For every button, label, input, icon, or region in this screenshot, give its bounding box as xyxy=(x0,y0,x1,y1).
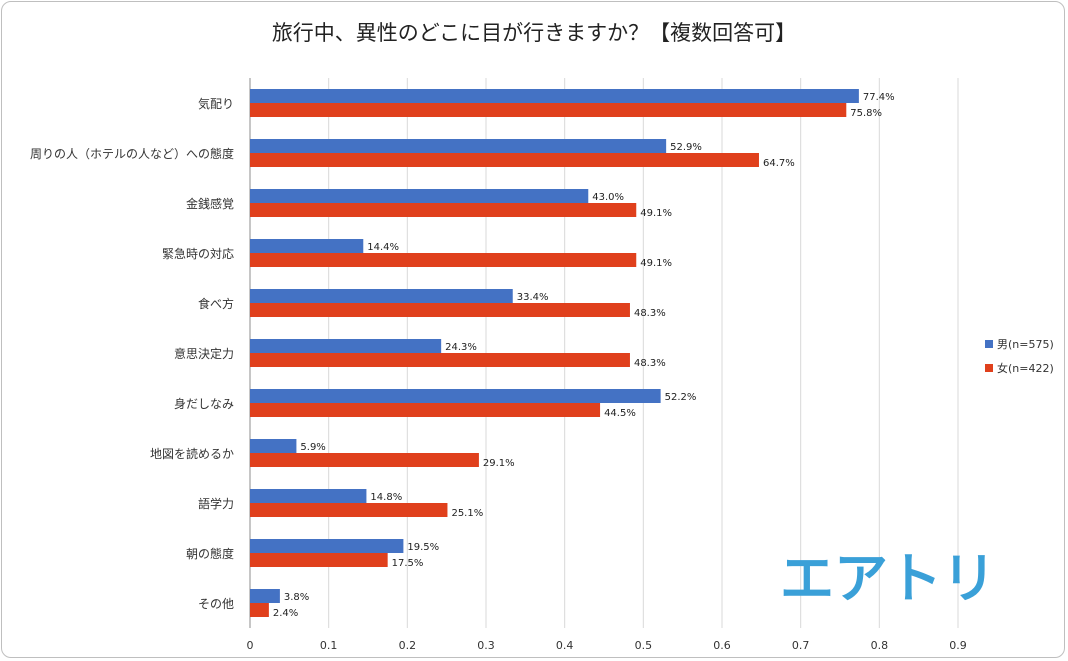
value-label: 2.4% xyxy=(273,608,298,619)
legend-label: 男(n=575) xyxy=(997,338,1054,351)
category-label: 食べ方 xyxy=(198,296,234,311)
category-label: 語学力 xyxy=(198,496,234,511)
value-label: 17.5% xyxy=(392,558,424,569)
category-label: 意思決定力 xyxy=(174,346,234,361)
bar-female xyxy=(250,403,601,417)
bar-female xyxy=(250,503,448,517)
x-tick-label: 0.4 xyxy=(556,639,574,652)
x-tick-label: 0.3 xyxy=(477,639,495,652)
value-label: 44.5% xyxy=(604,408,636,419)
value-label: 48.3% xyxy=(634,308,666,319)
value-labels: 77.4% 75.8% 52.9% 64.7% 43.0% 49.1% 14.4% 49.1%… xyxy=(273,92,895,619)
value-label: 48.3% xyxy=(634,358,666,369)
category-label: その他 xyxy=(198,597,234,611)
category-label: 朝の態度 xyxy=(186,546,234,561)
bar-female xyxy=(250,153,759,167)
value-label: 25.1% xyxy=(451,508,483,519)
bar-male xyxy=(250,189,589,203)
value-label: 75.8% xyxy=(850,108,882,119)
bars xyxy=(250,89,859,617)
category-label: 緊急時の対応 xyxy=(162,246,234,261)
value-label: 29.1% xyxy=(483,458,515,469)
value-label: 77.4% xyxy=(863,92,895,103)
bar-female xyxy=(250,453,479,467)
bar-female xyxy=(250,353,630,367)
value-label: 52.9% xyxy=(670,142,702,153)
value-label: 14.8% xyxy=(370,492,402,503)
x-tick-label: 0.8 xyxy=(871,639,889,652)
bar-male xyxy=(250,89,859,103)
value-label: 33.4% xyxy=(517,292,549,303)
value-label: 19.5% xyxy=(407,542,439,553)
bar-male xyxy=(250,489,367,503)
category-labels: 気配り周りの人（ホテルの人など）への態度金銭感覚緊急時の対応食べ方意思決定力身だ… xyxy=(30,96,234,611)
category-label: 地図を読めるか xyxy=(150,446,234,461)
bar-female xyxy=(250,253,637,267)
chart-title: 旅行中、異性のどこに目が行きますか？【複数回答可】 xyxy=(272,21,796,45)
value-label: 43.0% xyxy=(592,192,624,203)
x-tick-label: 0 xyxy=(247,639,254,652)
category-label: 周りの人（ホテルの人など）への態度 xyxy=(30,146,234,161)
bar-female xyxy=(250,303,630,317)
bar-male xyxy=(250,239,364,253)
bar-male xyxy=(250,339,442,353)
bar-female xyxy=(250,203,637,217)
value-label: 3.8% xyxy=(284,592,309,603)
value-label: 49.1% xyxy=(640,258,672,269)
brand-logo: エアトリ xyxy=(780,547,996,610)
legend: 男(n=575) 女(n=422) xyxy=(985,338,1054,375)
bar-male xyxy=(250,139,667,153)
bar-male xyxy=(250,589,280,603)
legend-swatch xyxy=(985,340,993,348)
legend-swatch xyxy=(985,364,993,372)
x-tick-labels: 0 0.1 0.2 0.3 0.4 0.5 0.6 0.7 0.8 0.9 xyxy=(247,639,967,652)
category-label: 金銭感覚 xyxy=(186,196,234,211)
x-tick-label: 0.5 xyxy=(635,639,653,652)
bar-male xyxy=(250,289,513,303)
value-label: 5.9% xyxy=(300,442,325,453)
x-tick-label: 0.6 xyxy=(713,639,731,652)
value-label: 49.1% xyxy=(640,208,672,219)
bar-male xyxy=(250,539,404,553)
logo-text: エアトリ xyxy=(780,547,996,610)
legend-label: 女(n=422) xyxy=(997,361,1054,375)
x-tick-label: 0.1 xyxy=(320,639,338,652)
bar-female xyxy=(250,103,847,117)
gridlines xyxy=(249,78,959,628)
value-label: 64.7% xyxy=(763,158,795,169)
value-label: 24.3% xyxy=(445,342,477,353)
bar-male xyxy=(250,389,661,403)
value-label: 14.4% xyxy=(367,242,399,253)
category-label: 気配り xyxy=(198,96,234,111)
category-label: 身だしなみ xyxy=(174,396,234,411)
x-tick-label: 0.2 xyxy=(399,639,417,652)
bar-female xyxy=(250,603,269,617)
x-tick-label: 0.7 xyxy=(792,639,810,652)
value-label: 52.2% xyxy=(665,392,697,403)
bar-male xyxy=(250,439,297,453)
bar-female xyxy=(250,553,388,567)
x-tick-label: 0.9 xyxy=(949,639,967,652)
